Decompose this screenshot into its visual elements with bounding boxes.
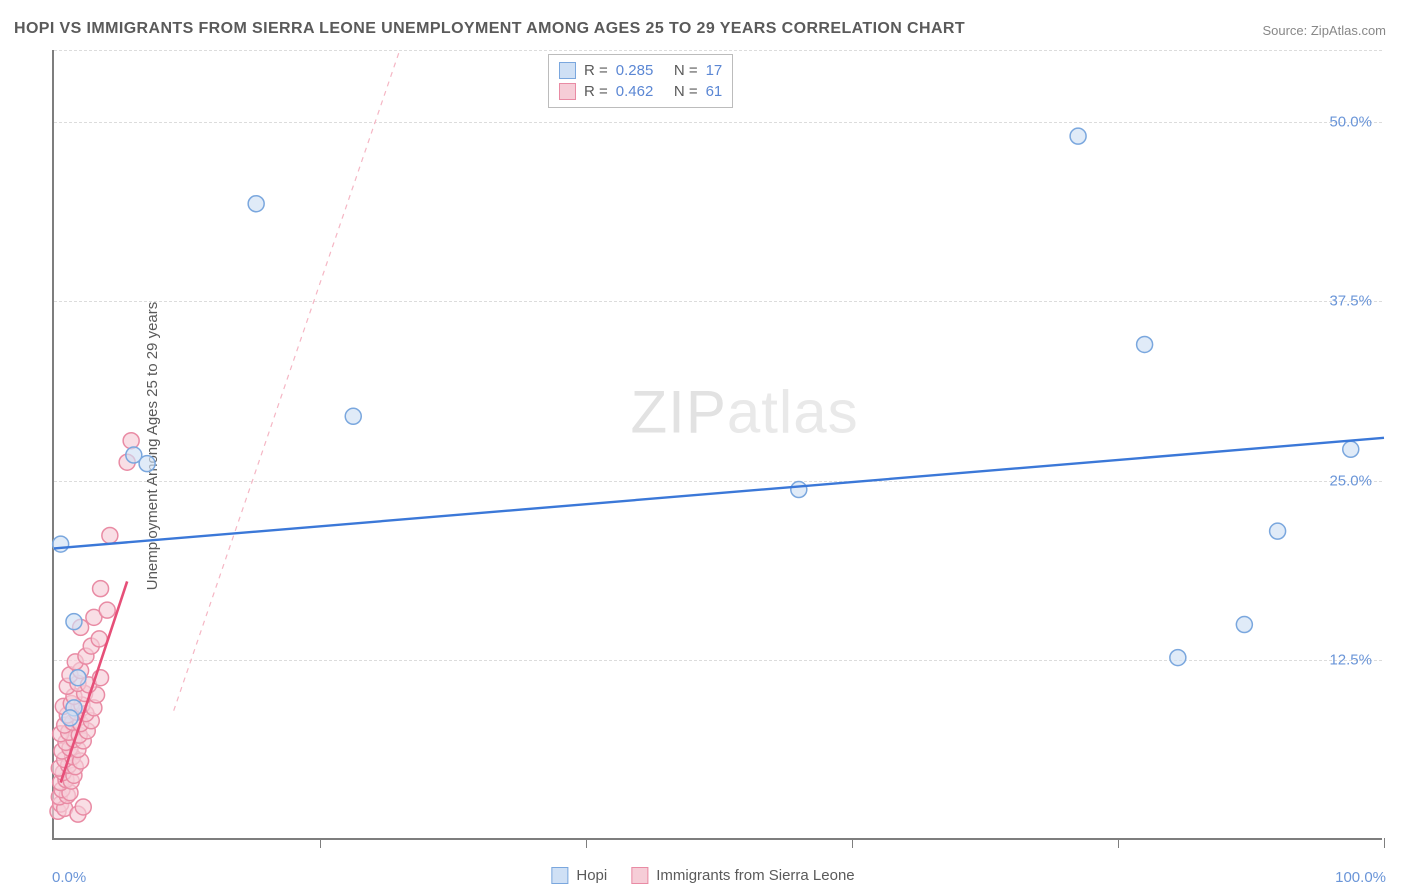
y-tick-label: 37.5%	[1329, 293, 1372, 310]
x-tick-min: 0.0%	[52, 869, 86, 886]
legend-r-label: R =	[584, 83, 608, 100]
data-point	[66, 614, 82, 630]
data-point	[91, 631, 107, 647]
data-point	[93, 581, 109, 597]
legend-label: Immigrants from Sierra Leone	[656, 867, 854, 884]
data-point	[345, 408, 361, 424]
data-point	[1236, 617, 1252, 633]
plot-area: ZIPatlas 12.5%25.0%37.5%50.0%	[52, 50, 1382, 840]
data-point	[62, 710, 78, 726]
legend-swatch	[559, 62, 576, 79]
legend-row: R = 0.285 N = 17	[559, 60, 722, 81]
legend-r-label: R =	[584, 62, 608, 79]
chart-source: Source: ZipAtlas.com	[1262, 23, 1386, 38]
legend-r-value: 0.285	[616, 62, 654, 79]
y-tick-label: 25.0%	[1329, 472, 1372, 489]
legend-label: Hopi	[576, 867, 607, 884]
x-tick	[1384, 838, 1385, 848]
data-point	[248, 196, 264, 212]
data-point	[1070, 128, 1086, 144]
x-tick-max: 100.0%	[1335, 869, 1386, 886]
data-point	[1270, 523, 1286, 539]
y-tick-label: 12.5%	[1329, 652, 1372, 669]
data-point	[139, 456, 155, 472]
chart-title: HOPI VS IMMIGRANTS FROM SIERRA LEONE UNE…	[14, 20, 965, 38]
data-point	[102, 527, 118, 543]
x-tick	[1118, 838, 1119, 848]
legend-n-label: N =	[661, 83, 697, 100]
legend-n-value: 61	[706, 83, 723, 100]
data-point	[70, 670, 86, 686]
legend-r-value: 0.462	[616, 83, 654, 100]
x-tick	[852, 838, 853, 848]
data-point	[123, 433, 139, 449]
data-point	[1343, 441, 1359, 457]
data-point	[1170, 650, 1186, 666]
data-point	[1137, 336, 1153, 352]
x-tick	[320, 838, 321, 848]
legend-n-label: N =	[661, 62, 697, 79]
data-point	[791, 482, 807, 498]
correlation-legend: R = 0.285 N = 17R = 0.462 N = 61	[548, 54, 733, 108]
data-point	[75, 799, 91, 815]
legend-swatch	[631, 867, 648, 884]
legend-item: Hopi	[551, 867, 607, 884]
data-point	[53, 536, 69, 552]
y-tick-label: 50.0%	[1329, 113, 1372, 130]
x-tick	[586, 838, 587, 848]
legend-item: Immigrants from Sierra Leone	[631, 867, 854, 884]
legend-swatch	[559, 83, 576, 100]
data-point	[99, 602, 115, 618]
legend-n-value: 17	[706, 62, 723, 79]
chart-container: HOPI VS IMMIGRANTS FROM SIERRA LEONE UNE…	[0, 0, 1406, 892]
legend-row: R = 0.462 N = 61	[559, 81, 722, 102]
chart-svg	[54, 50, 1382, 838]
legend-swatch	[551, 867, 568, 884]
series-legend: Hopi Immigrants from Sierra Leone	[551, 867, 854, 884]
